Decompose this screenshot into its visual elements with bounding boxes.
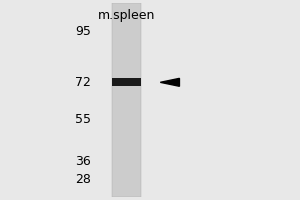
Text: 72: 72	[75, 76, 91, 89]
Text: 36: 36	[75, 155, 91, 168]
Bar	[112, 3, 141, 197]
Text: 28: 28	[75, 173, 91, 186]
Text: 95: 95	[75, 25, 91, 38]
Bar	[112, 78, 141, 86]
Text: 55: 55	[75, 113, 91, 126]
Polygon shape	[160, 78, 179, 86]
Text: m.spleen: m.spleen	[98, 9, 155, 22]
